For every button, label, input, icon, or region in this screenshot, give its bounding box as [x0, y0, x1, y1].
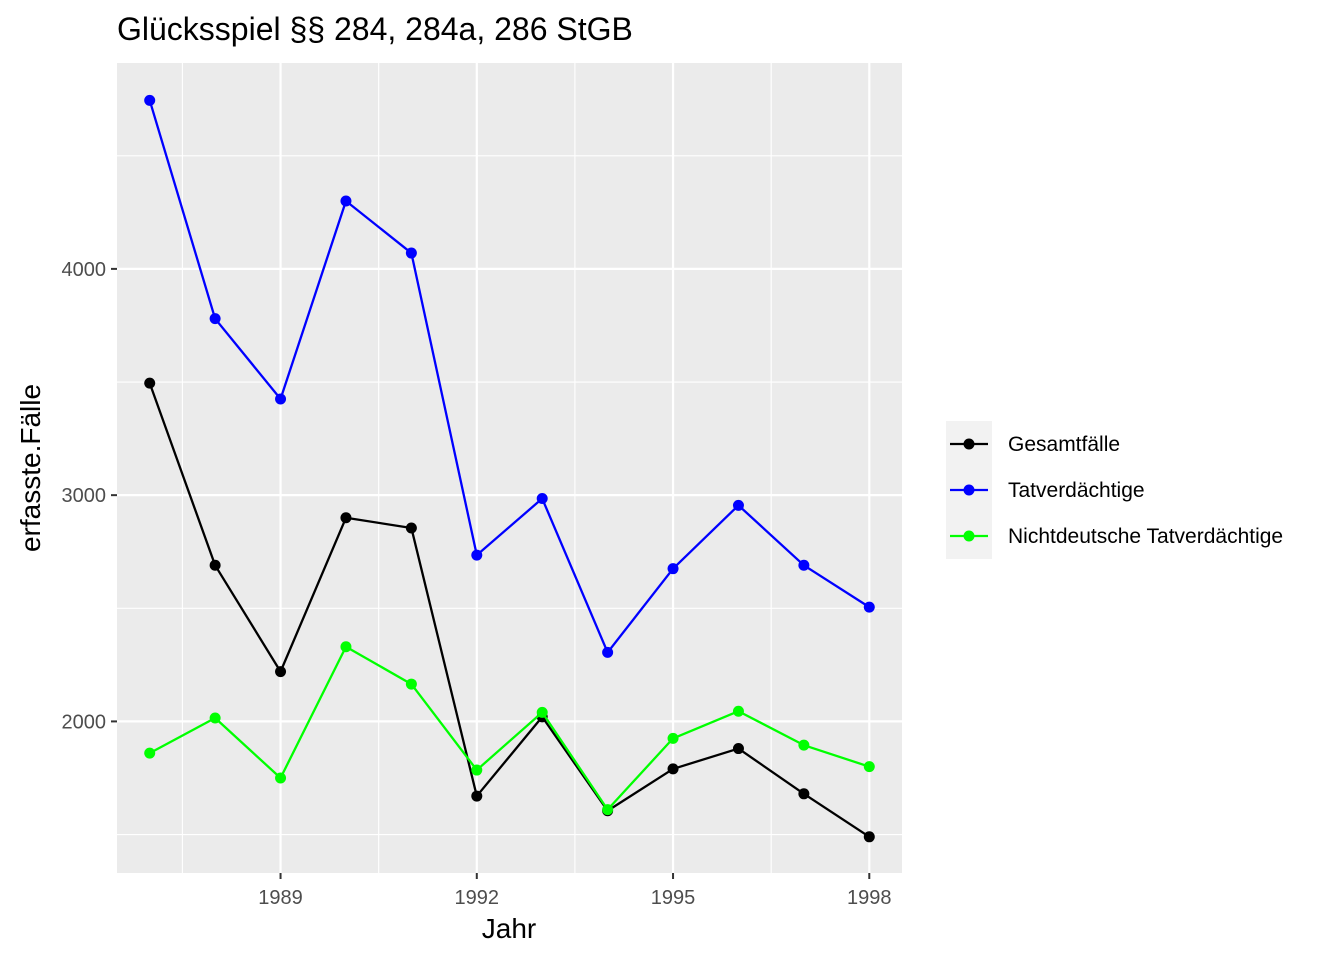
data-point: [602, 804, 614, 816]
data-point: [536, 493, 548, 505]
data-point: [405, 247, 417, 259]
legend-label-0: Gesamtfälle: [1008, 433, 1120, 456]
data-point: [340, 512, 352, 524]
data-point: [732, 499, 744, 511]
chart-title: Glücksspiel §§ 284, 284a, 286 StGB: [117, 11, 633, 47]
data-point: [471, 790, 483, 802]
grid-minor: [117, 63, 902, 873]
x-tick-label: 1992: [455, 887, 500, 909]
data-point: [144, 377, 156, 389]
data-point: [275, 666, 287, 678]
series-line-2: [149, 645, 870, 811]
series-line-0: [148, 382, 870, 838]
plot-panel: [117, 63, 902, 873]
data-point: [667, 563, 679, 575]
x-axis-title: Jahr: [482, 913, 536, 944]
data-point: [863, 831, 875, 843]
y-axis-title: erfasste.Fälle: [15, 384, 46, 552]
data-point: [602, 646, 614, 658]
data-point: [340, 195, 352, 207]
legend: Gesamtfälle Tatverdächtige Nichtdeutsche T…: [946, 421, 1283, 559]
y-tick-label: 3000: [62, 485, 107, 507]
data-point: [536, 706, 548, 718]
data-point: [144, 94, 156, 106]
series-line-1: [148, 100, 870, 654]
data-point: [340, 641, 352, 653]
data-point: [732, 705, 744, 717]
x-tick-label: 1989: [258, 887, 303, 909]
data-point: [798, 788, 810, 800]
x-tick-label: 1995: [651, 887, 696, 909]
data-point: [863, 601, 875, 613]
data-point: [863, 761, 875, 773]
data-point: [209, 313, 221, 325]
data-point: [471, 549, 483, 561]
grid-major: [117, 63, 902, 873]
legend-key-point-2: [963, 530, 975, 542]
data-point: [405, 678, 417, 690]
data-point: [471, 764, 483, 776]
x-axis: 1989 1992 1995 1998: [258, 873, 892, 909]
y-tick-label: 2000: [62, 711, 107, 733]
data-point: [667, 732, 679, 744]
legend-key-point-1: [963, 484, 975, 496]
legend-label-2: Nichtdeutsche Tatverdächtige: [1008, 525, 1283, 548]
x-tick-label: 1998: [847, 887, 892, 909]
data-point: [798, 739, 810, 751]
data-point: [667, 763, 679, 775]
data-point: [798, 559, 810, 571]
legend-label-1: Tatverdächtige: [1008, 479, 1145, 502]
data-point: [732, 743, 744, 755]
y-tick-label: 4000: [62, 259, 107, 281]
y-axis: 2000 3000 4000: [62, 259, 117, 733]
data-point: [144, 747, 156, 759]
legend-key-point-0: [963, 438, 975, 450]
data-point: [209, 559, 221, 571]
data-point: [275, 393, 287, 405]
data-point: [209, 712, 221, 724]
series-layer: [144, 94, 875, 843]
data-point: [405, 522, 417, 534]
data-point: [275, 772, 287, 784]
